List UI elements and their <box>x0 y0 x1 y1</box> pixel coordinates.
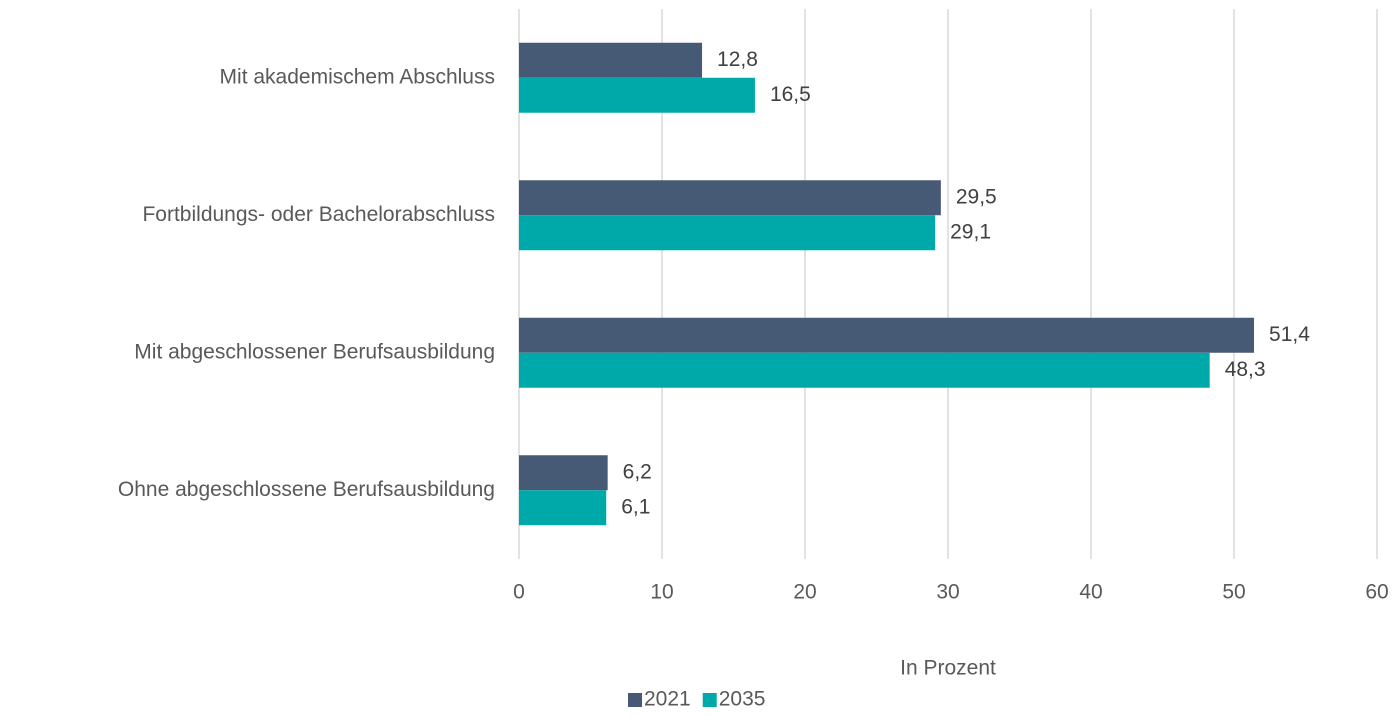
bar <box>519 42 703 78</box>
bar <box>519 352 1210 388</box>
data-label: 48,3 <box>1225 358 1266 381</box>
x-tick-label: 40 <box>1079 581 1102 604</box>
bar <box>519 180 941 216</box>
x-tick-label: 60 <box>1365 581 1388 604</box>
data-label: 29,1 <box>950 220 991 243</box>
x-tick-label: 30 <box>936 581 959 604</box>
data-label: 51,4 <box>1269 323 1310 346</box>
data-label: 6,2 <box>623 460 652 483</box>
bar <box>519 317 1255 353</box>
data-label: 16,5 <box>770 83 811 106</box>
legend-label: 2035 <box>719 688 766 711</box>
bar <box>519 490 607 526</box>
x-tick-label: 20 <box>793 581 816 604</box>
data-label: 12,8 <box>717 48 758 71</box>
x-tick-label: 0 <box>513 581 525 604</box>
y-tick-label: Ohne abgeschlossene Berufsausbildung <box>118 478 495 501</box>
bar <box>519 455 608 491</box>
y-tick-label: Mit abgeschlossener Berufsausbildung <box>134 340 495 363</box>
bar <box>519 77 755 113</box>
y-tick-label: Mit akademischem Abschluss <box>220 65 495 88</box>
x-tick-label: 50 <box>1222 581 1245 604</box>
bar <box>519 215 936 251</box>
legend-label: 2021 <box>644 688 691 711</box>
x-axis-label: In Prozent <box>900 657 996 680</box>
legend-swatch <box>702 693 717 707</box>
legend-swatch <box>628 693 642 707</box>
data-label: 29,5 <box>956 185 997 208</box>
x-tick-label: 10 <box>650 581 673 604</box>
data-label: 6,1 <box>621 495 650 518</box>
y-tick-label: Fortbildungs- oder Bachelorabschluss <box>142 203 495 226</box>
